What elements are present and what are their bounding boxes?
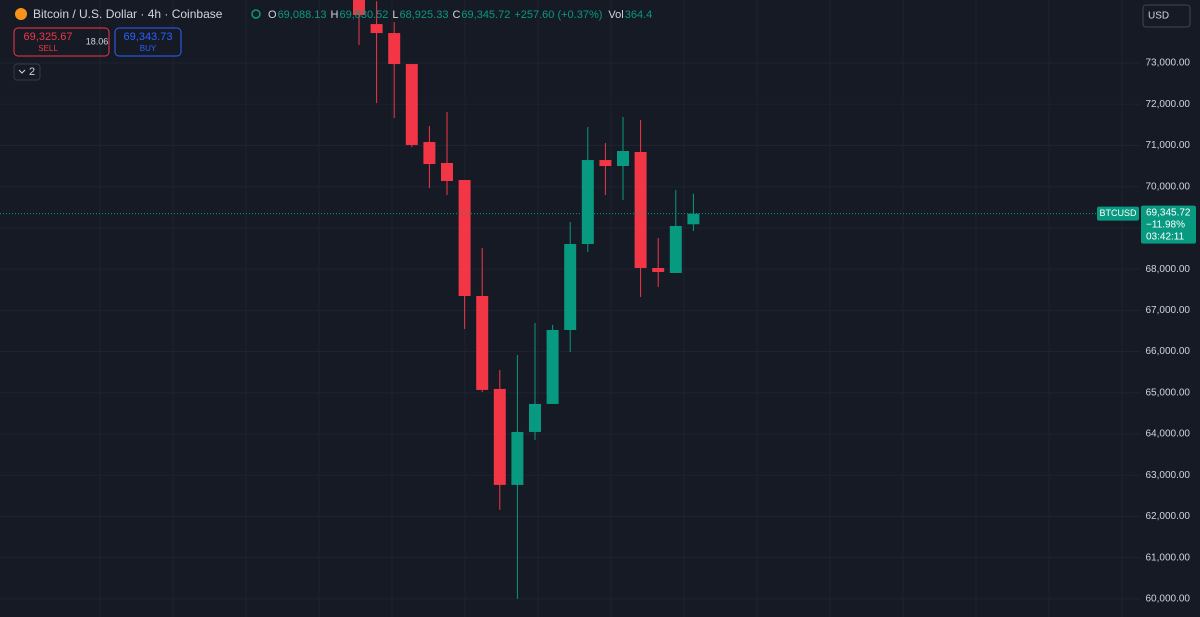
- visibility-icon[interactable]: [251, 9, 261, 19]
- y-tick-label: 60,000.00: [1146, 594, 1191, 605]
- y-tick-label: 62,000.00: [1146, 511, 1191, 522]
- price-tag: BTCUSD 69,345.72−11.98%03:42:11: [1097, 205, 1196, 244]
- y-tick-label: 72,000.00: [1146, 99, 1191, 110]
- candle-body: [511, 431, 524, 485]
- currency-select[interactable]: [1142, 4, 1191, 28]
- buy-label: BUY: [140, 44, 157, 53]
- legend-key: H: [331, 9, 339, 21]
- y-tick-label: 73,000.00: [1146, 58, 1191, 69]
- candle-body: [493, 388, 506, 485]
- legend-key: C: [452, 9, 460, 21]
- price-tag-value: 69,345.72: [1146, 207, 1191, 218]
- candle-body: [405, 64, 418, 146]
- buy-button[interactable]: [114, 27, 182, 57]
- candle-body: [370, 24, 383, 34]
- chevron: [18, 69, 26, 74]
- candle-body: [564, 243, 577, 330]
- candle-body: [634, 152, 647, 268]
- ohlc-legend: O 69,088.13 H 69,830.52 L 68,925.33 C 69,345.72…: [268, 9, 652, 21]
- sell-button[interactable]: [13, 27, 110, 57]
- coin-icon: [15, 8, 27, 20]
- price-tag-countdown: 03:42:11: [1146, 231, 1185, 242]
- legend-value: 69,830.52: [339, 9, 388, 21]
- y-tick-label: 68,000.00: [1146, 264, 1191, 275]
- candle-body: [599, 160, 612, 167]
- y-tick-label: 64,000.00: [1146, 429, 1191, 440]
- currency: USD: [1148, 11, 1169, 22]
- y-tick-label: 70,000.00: [1146, 181, 1191, 192]
- candle-body: [476, 295, 489, 390]
- legend-value: 69,345.72: [461, 9, 510, 21]
- plot: [0, 0, 1140, 599]
- indicators-count: 2: [29, 66, 35, 78]
- legend-change: +257.60 (+0.37%): [514, 9, 602, 21]
- spread: 18.06: [86, 36, 109, 46]
- buy-price: 69,343.73: [124, 31, 173, 43]
- candle-body: [617, 151, 629, 167]
- price-tag-box: [1141, 205, 1196, 244]
- indicators-toggle[interactable]: [13, 63, 41, 81]
- symbol-title: Bitcoin / U.S. Dollar · 4h · Coinbase: [33, 7, 223, 21]
- candle-body: [546, 329, 559, 404]
- y-tick-label: 67,000.00: [1146, 305, 1191, 316]
- y-tick-label: 65,000.00: [1146, 387, 1191, 398]
- candle-body: [458, 180, 471, 296]
- y-tick-label: 71,000.00: [1146, 140, 1191, 151]
- symbol-tag: [1097, 206, 1139, 221]
- sell-price: 69,325.67: [24, 31, 73, 43]
- legend-key: Vol: [608, 9, 623, 21]
- candle-body: [687, 213, 700, 225]
- legend-value: 68,925.33: [400, 9, 449, 21]
- candle-body: [441, 163, 453, 182]
- candle-body: [529, 403, 541, 432]
- legend-value: 69,088.13: [278, 9, 327, 21]
- y-tick-label: 66,000.00: [1146, 346, 1191, 357]
- y-tick-label: 63,000.00: [1146, 470, 1191, 481]
- sell-label: SELL: [38, 44, 58, 53]
- candle-body: [353, 0, 365, 16]
- candle-body: [669, 225, 682, 273]
- legend-key: L: [392, 9, 398, 21]
- y-tick-label: 61,000.00: [1146, 552, 1191, 563]
- candle-body: [423, 142, 436, 165]
- candle-body: [581, 160, 594, 244]
- candle-body: [652, 267, 665, 272]
- candle-body: [388, 33, 401, 65]
- symbol-tag-label: BTCUSD: [1099, 208, 1137, 218]
- legend-value: 364.4: [625, 9, 653, 21]
- price-tag-change: −11.98%: [1146, 219, 1185, 230]
- legend-key: O: [268, 9, 277, 21]
